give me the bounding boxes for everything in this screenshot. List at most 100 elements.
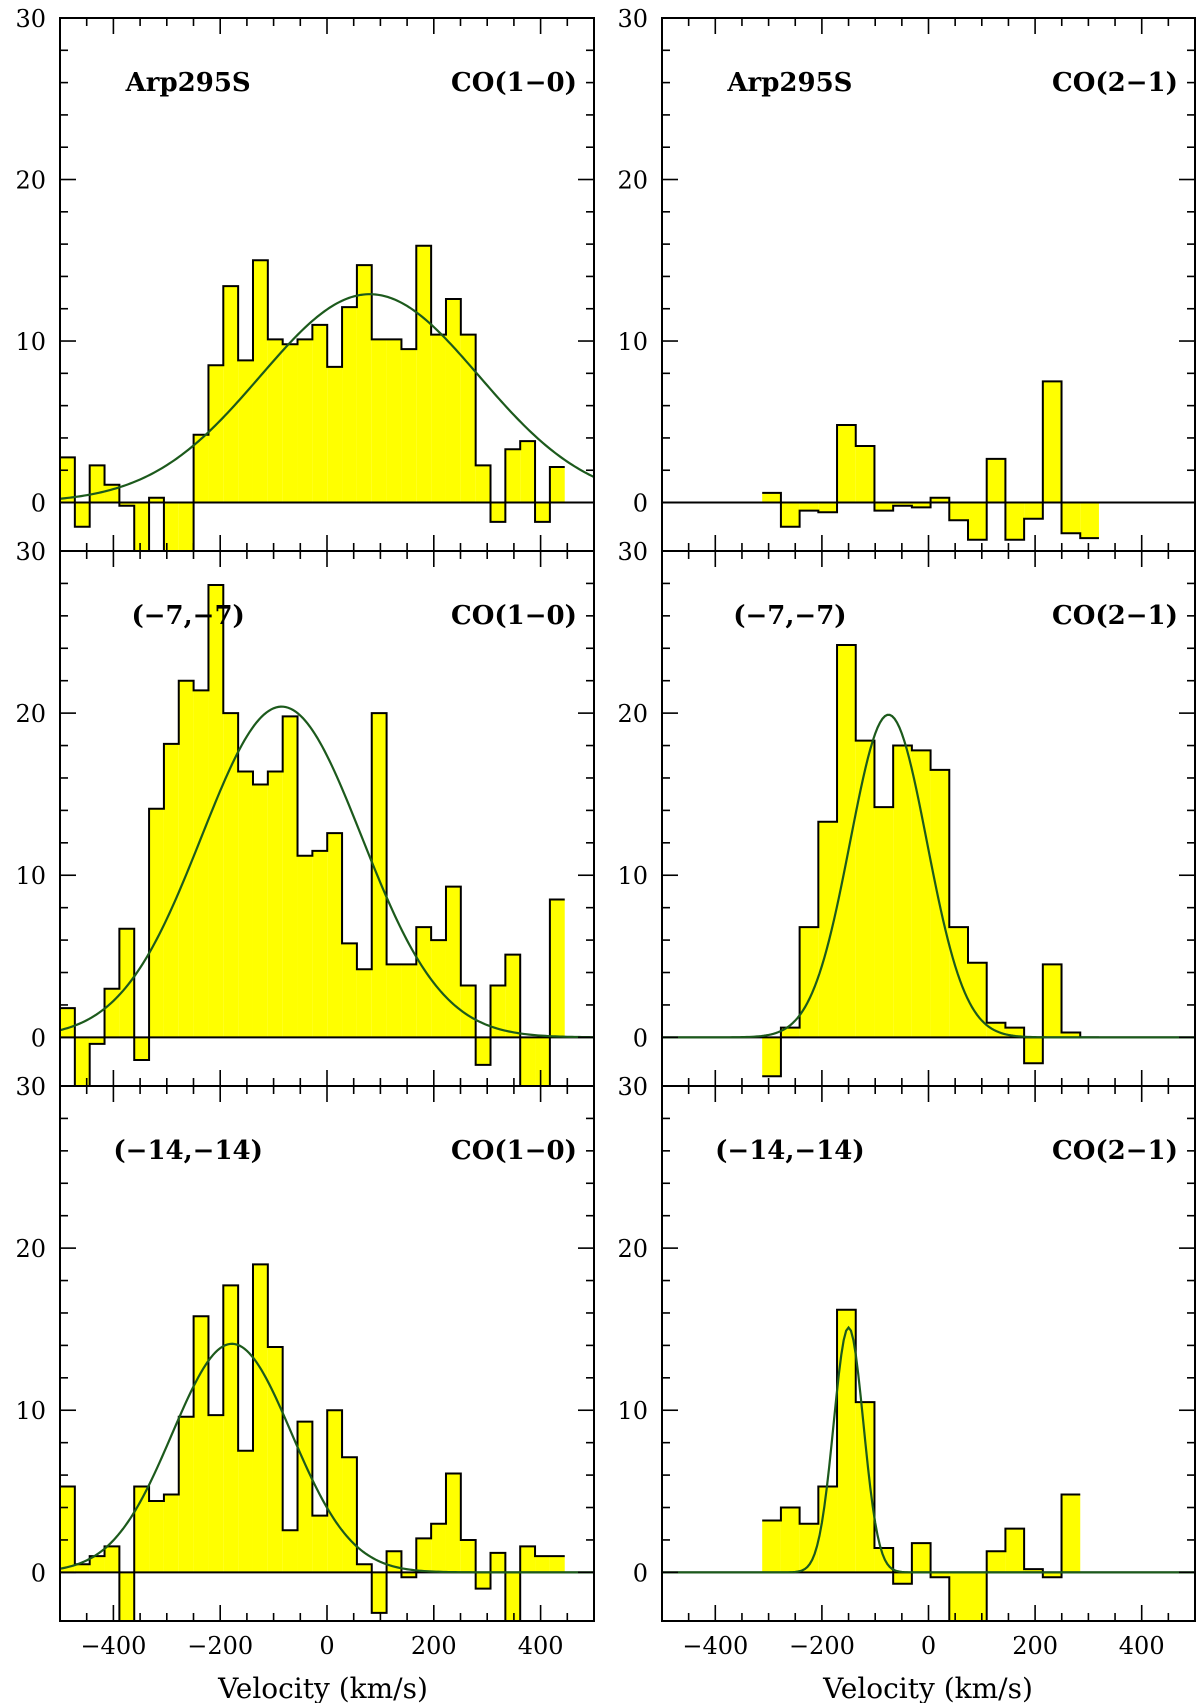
panel-0: 0 10 20 30 Arp295S CO(1−0) <box>15 5 595 552</box>
x-tick-label: −200 <box>187 1632 253 1660</box>
panel-1: 0 10 20 30 Arp295S CO(2−1) <box>617 5 1196 552</box>
spectrum-bar <box>74 1564 90 1573</box>
spectrum-bar <box>282 344 298 503</box>
spectrum-bar <box>416 1538 432 1573</box>
spectrum-bar <box>549 1556 565 1573</box>
spectrum-outline <box>60 244 565 551</box>
spectrum-bar <box>60 1008 75 1038</box>
spectrum-bar <box>535 1037 550 1086</box>
spectrum-bar <box>490 1552 506 1573</box>
spectrum-bar <box>416 927 432 1038</box>
spectrum-bar <box>356 265 372 503</box>
gaussian-fit-line <box>60 1342 594 1574</box>
panel-line-label: CO(1−0) <box>451 601 577 631</box>
spectrum-bar <box>149 1501 164 1573</box>
spectrum-bar <box>460 1539 476 1573</box>
spectrum-bar <box>193 1316 209 1573</box>
spectrum-bar <box>252 1264 268 1573</box>
spectrum-bar <box>401 349 417 503</box>
spectrum-bar <box>1024 1569 1043 1573</box>
spectrum-bar <box>949 927 968 1038</box>
plot-area <box>662 1308 1195 1621</box>
spectrum-bar <box>252 260 268 503</box>
spectrum-bar <box>445 1473 461 1573</box>
spectrum-bar <box>74 502 90 527</box>
spectrum-bar <box>762 492 781 503</box>
x-tick-label: 200 <box>1012 1632 1058 1660</box>
spectrum-bar <box>535 1556 550 1573</box>
spectrum-bar <box>416 245 432 503</box>
spectrum-bar <box>208 365 224 503</box>
spectrum-bar <box>356 1564 372 1573</box>
spectrum-bar <box>1005 1027 1025 1038</box>
spectrum-bar <box>893 745 912 1038</box>
spectrum-bar <box>386 1551 402 1573</box>
panel-source-label: (−14,−14) <box>113 1136 263 1166</box>
spectrum-bar <box>911 502 931 508</box>
spectrum-bar <box>893 502 912 506</box>
spectrum-bar <box>505 449 521 503</box>
spectrum-bar <box>60 457 75 503</box>
spectrum-bar <box>223 1285 239 1573</box>
spectrum-bar <box>371 1572 387 1613</box>
spectrum-bar <box>855 446 875 503</box>
spectrum-bar <box>312 850 328 1038</box>
gaussian-fit-line <box>662 1325 1195 1574</box>
spectrum-bar <box>780 502 800 527</box>
spectrum-bar <box>401 1572 417 1578</box>
spectrum-bar <box>1061 502 1081 534</box>
spectrum-bar <box>818 1486 838 1573</box>
spectrum-bar <box>431 334 446 503</box>
spectrum-bar <box>1080 502 1099 539</box>
spectrum-bar <box>252 784 268 1038</box>
spectrum-bar <box>1042 381 1062 503</box>
panel-source-label: (−14,−14) <box>715 1136 865 1166</box>
spectrum-bar <box>967 1572 987 1621</box>
spectrum-bar <box>1061 1032 1081 1038</box>
y-tick-label: 20 <box>617 1235 648 1263</box>
spectrum-bar <box>163 502 179 551</box>
y-tick-label: 0 <box>633 490 648 518</box>
spectrum-bar <box>74 1037 90 1086</box>
spectrum-bar <box>490 502 506 522</box>
spectrum-bar <box>163 743 179 1038</box>
spectrum-bar <box>297 339 313 503</box>
plot-area <box>60 244 594 551</box>
plot-area <box>60 584 594 1086</box>
y-tick-label: 30 <box>15 5 46 33</box>
spectrum-bar <box>267 1347 283 1573</box>
spectrum-bar <box>505 954 521 1038</box>
spectrum-bar <box>1061 1494 1081 1573</box>
x-tick-label: −400 <box>682 1632 748 1660</box>
spectrum-bar <box>1005 1528 1025 1573</box>
spectrum-bar <box>930 497 950 503</box>
spectrum-bar <box>371 339 387 503</box>
spectrum-bar <box>163 1494 179 1573</box>
spectrum-bar <box>223 286 239 503</box>
spectrum-bar <box>475 465 491 503</box>
spectrum-bar <box>312 324 328 503</box>
spectrum-bar <box>356 969 372 1038</box>
spectrum-bar <box>431 1523 446 1573</box>
y-tick-label: 30 <box>15 1073 46 1101</box>
spectrum-bar <box>911 1543 931 1573</box>
spectrum-outline <box>60 584 565 1086</box>
spectrum-bar <box>535 502 550 522</box>
panel-source-label: Arp295S <box>726 68 852 98</box>
y-tick-label: 10 <box>617 1397 648 1425</box>
spectrum-bar <box>949 1572 968 1621</box>
panel-source-label: Arp295S <box>125 68 251 98</box>
spectrum-bar <box>1024 502 1043 519</box>
x-tick-label: 0 <box>319 1632 334 1660</box>
spectrum-bar <box>327 833 343 1038</box>
spectrum-outline <box>762 1308 1081 1621</box>
spectrum-bar <box>297 1421 313 1573</box>
spectrum-bar <box>238 360 253 503</box>
y-tick-label: 30 <box>617 1073 648 1101</box>
panel-4: 0 10 20 30 −400 −200 0 200 400 (−14,−14) CO(1−0) <box>15 1073 595 1660</box>
spectrum-bar <box>119 1572 135 1621</box>
spectrum-bar <box>282 716 298 1038</box>
spectrum-bar <box>520 441 536 503</box>
x-tick-label: −200 <box>789 1632 855 1660</box>
spectrum-bar <box>386 964 402 1038</box>
